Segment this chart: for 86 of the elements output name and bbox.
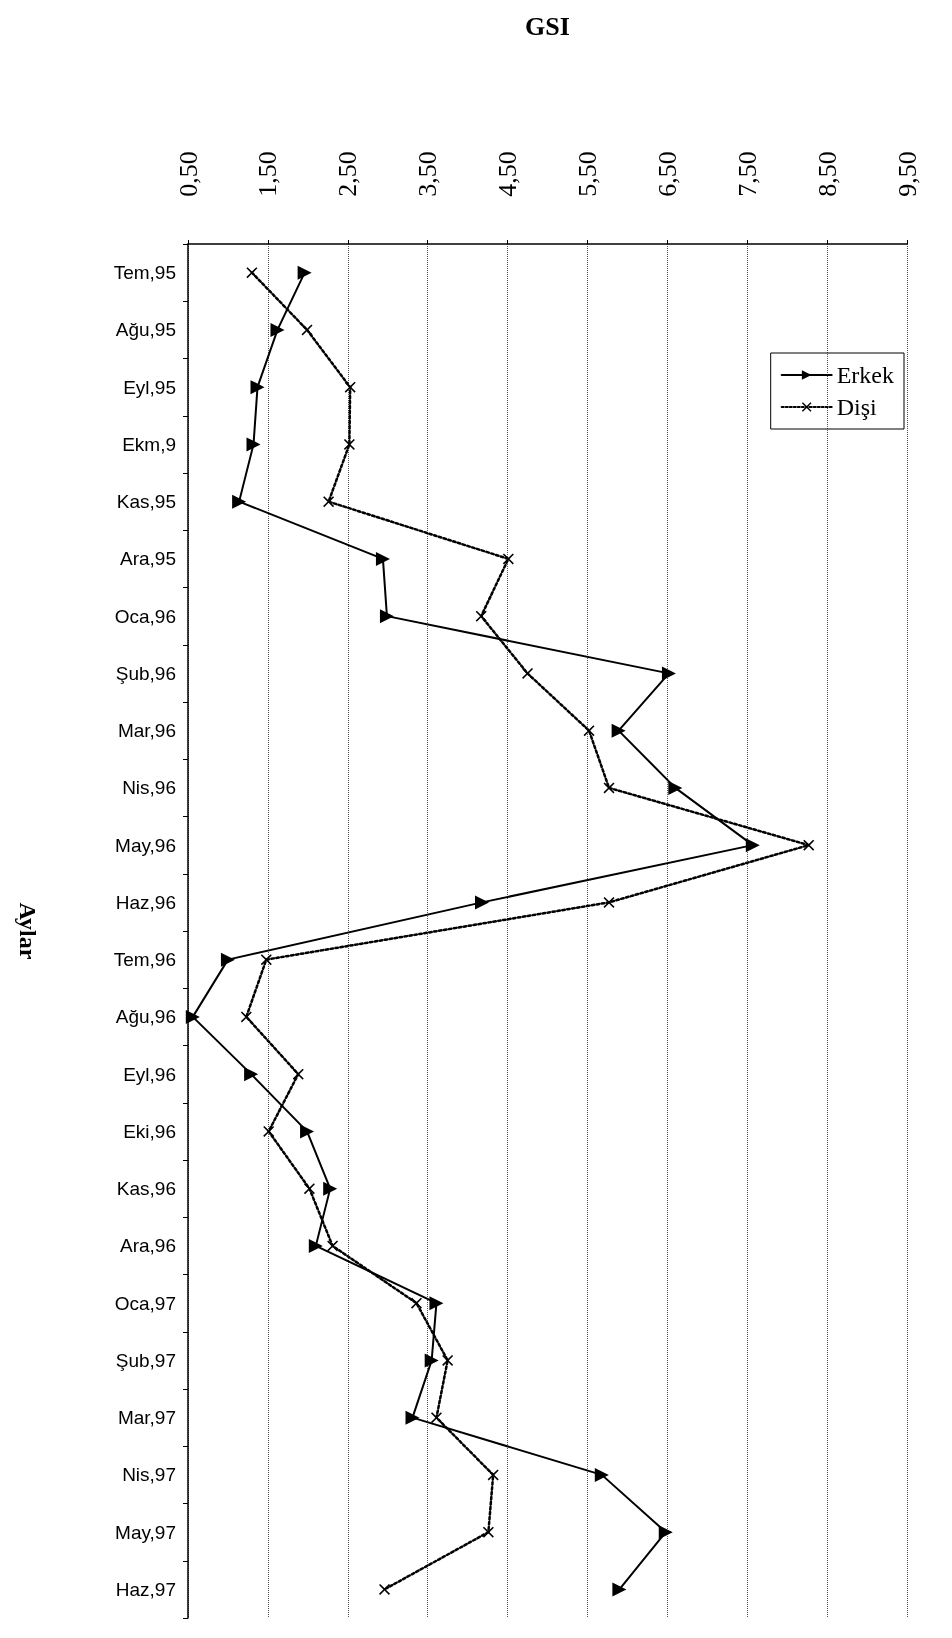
point	[297, 265, 312, 280]
point	[260, 954, 272, 966]
point	[303, 1183, 315, 1195]
y-tick-label: May,96	[115, 834, 176, 856]
point	[410, 1297, 422, 1309]
point	[327, 1240, 339, 1252]
x-tick-label: 6,50	[652, 151, 682, 197]
y-tick-label: Eyl,96	[123, 1063, 176, 1085]
y-tick-label: Kas,95	[116, 491, 176, 513]
x-tick-label: 8,50	[812, 151, 842, 197]
point	[344, 381, 356, 393]
point	[487, 1469, 499, 1481]
point	[246, 437, 261, 452]
y-tick-label: Eki,96	[123, 1120, 176, 1142]
point	[220, 952, 235, 967]
y-axis-title: Aylar	[15, 902, 41, 960]
y-tick-label: Ağu,96	[115, 1006, 176, 1028]
point	[379, 1583, 391, 1595]
point	[301, 324, 313, 336]
y-tick-label: Şub,96	[115, 662, 176, 684]
y-tick-label: Ekm,9	[122, 433, 176, 455]
point	[745, 838, 760, 853]
y-tick-label: Kas,96	[116, 1178, 176, 1200]
point	[424, 1353, 439, 1368]
y-tick-label: Mar,96	[117, 720, 176, 742]
point	[612, 1582, 627, 1597]
point	[292, 1068, 304, 1080]
x-tick-label: 3,50	[413, 151, 443, 197]
point	[522, 667, 534, 679]
point	[244, 1067, 259, 1082]
point	[246, 267, 258, 279]
point	[429, 1296, 444, 1311]
x-tick-label: 7,50	[732, 151, 762, 197]
x-tick-label: 2,50	[333, 151, 363, 197]
y-tick-label: May,97	[115, 1521, 176, 1543]
point	[611, 723, 626, 738]
y-tick-label: Nis,97	[122, 1464, 176, 1486]
point	[323, 496, 335, 508]
point	[583, 725, 595, 737]
legend-label: Erkek	[836, 362, 895, 388]
x-axis-title: GSI	[525, 11, 570, 41]
point	[300, 1124, 315, 1139]
y-tick-label: Oca,96	[114, 605, 176, 627]
point	[594, 1467, 609, 1482]
x-tick-label: 1,50	[253, 151, 283, 197]
point	[270, 322, 285, 337]
point	[430, 1412, 442, 1424]
point	[658, 1525, 673, 1540]
point	[475, 610, 487, 622]
point	[379, 609, 394, 624]
point	[375, 551, 390, 566]
x-tick-label: 9,50	[892, 151, 922, 197]
y-tick-label: Eyl,95	[123, 376, 176, 398]
y-tick-label: Ara,96	[120, 1235, 176, 1257]
point	[308, 1238, 323, 1253]
y-tick-label: Tem,95	[113, 262, 176, 284]
point	[482, 1526, 494, 1538]
x-tick-label: 4,50	[493, 151, 523, 197]
y-tick-label: Şub,97	[115, 1349, 176, 1371]
point	[803, 839, 815, 851]
point	[343, 438, 355, 450]
point	[668, 780, 683, 795]
point	[185, 1009, 200, 1024]
legend-label: Dişi	[836, 394, 878, 420]
point	[442, 1354, 454, 1366]
point	[323, 1181, 338, 1196]
point	[263, 1125, 275, 1137]
x-tick-label: 5,50	[572, 151, 602, 197]
point	[405, 1410, 420, 1425]
y-tick-label: Tem,96	[113, 949, 176, 971]
point	[603, 782, 615, 794]
point	[502, 553, 514, 565]
point	[474, 895, 489, 910]
y-tick-label: Mar,97	[117, 1407, 176, 1429]
y-tick-label: Haz,96	[115, 891, 176, 913]
point	[250, 380, 265, 395]
y-tick-label: Nis,96	[122, 777, 176, 799]
point	[661, 666, 676, 681]
y-tick-label: Haz,97	[115, 1578, 176, 1600]
point	[232, 494, 247, 509]
y-tick-label: Ara,95	[120, 548, 176, 570]
y-tick-label: Oca,97	[114, 1292, 176, 1314]
point	[240, 1011, 252, 1023]
y-tick-label: Ağu,95	[115, 319, 176, 341]
x-tick-label: 0,50	[173, 151, 203, 197]
point	[603, 896, 615, 908]
